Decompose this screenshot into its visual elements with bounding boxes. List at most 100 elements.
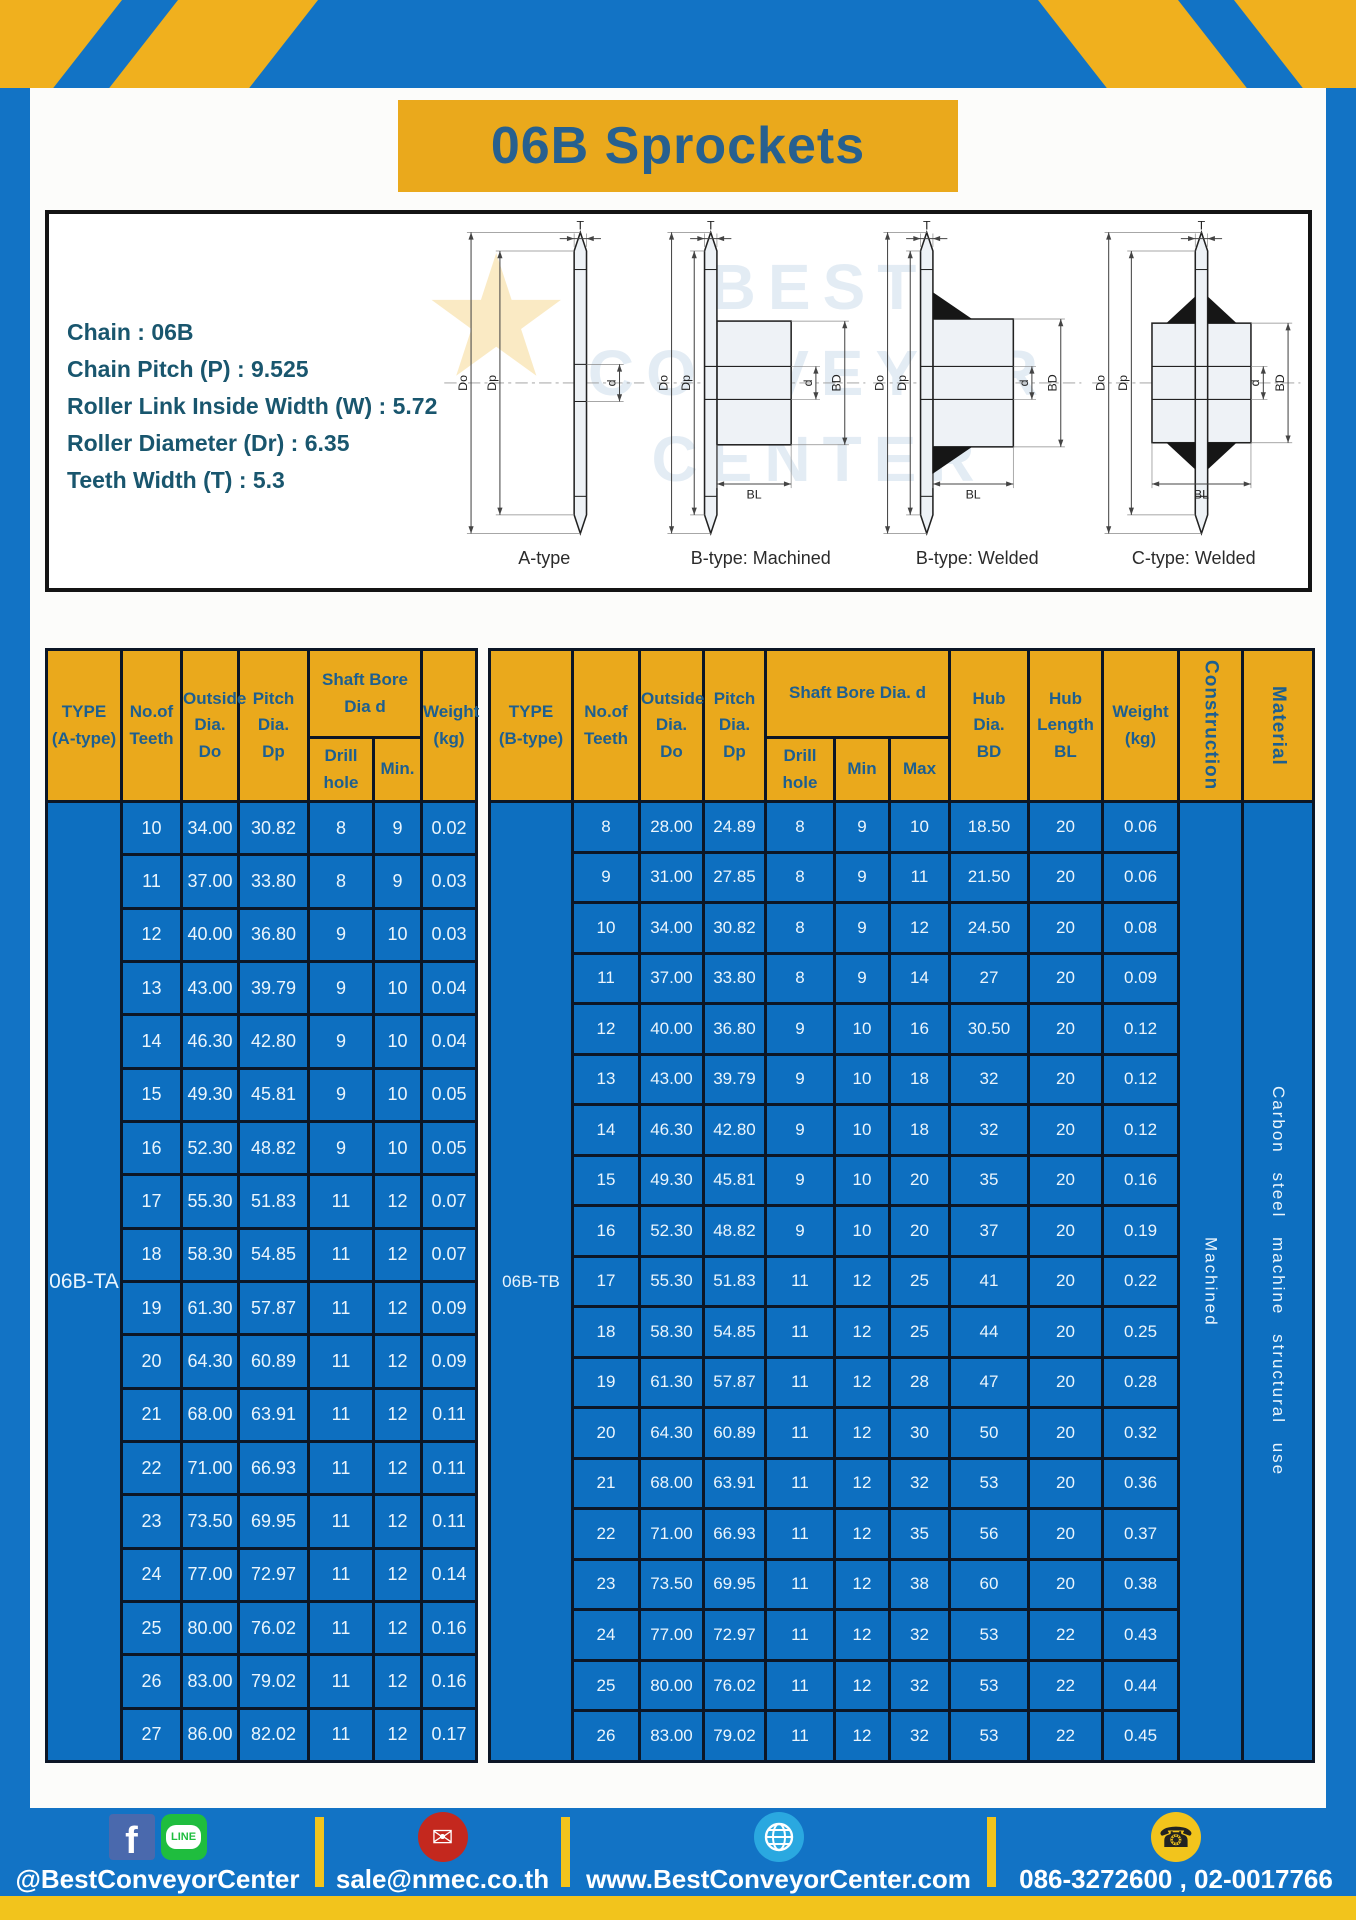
table-cell: 16 (571, 1204, 641, 1258)
table-cell: 26 (571, 1709, 641, 1763)
table-cell: 73.50 (180, 1493, 240, 1550)
table-row: 27 86.00 82.02 11 12 0.17 (47, 1706, 478, 1764)
table-cell: 33.80 (237, 853, 310, 910)
svg-text:BL: BL (746, 487, 761, 501)
table-cell: 0.28 (1101, 1355, 1180, 1410)
table-row: 21 68.00 63.91 11 12 0.11 (47, 1386, 478, 1443)
table-cell: 83.00 (638, 1709, 705, 1763)
spec-line-roller-width: Roller Link Inside Width (W) : 5.72 (67, 393, 438, 419)
table-row: 12 40.00 36.80 9 10 16 30.50 20 0.12 (490, 1002, 1314, 1056)
table-cell: 36.80 (237, 906, 310, 963)
table-cell: 32 (888, 1456, 951, 1511)
phone-icon[interactable]: ☎ (1151, 1812, 1201, 1862)
website-link[interactable]: www.BestConveyorCenter.com (586, 1864, 971, 1894)
table-cell: 9 (833, 901, 891, 955)
table-cell: 23 (120, 1493, 183, 1550)
table-cell: 25 (888, 1254, 951, 1309)
figure-b-type-machined: Do Dp d BD BL T B-type: Machined (653, 220, 870, 584)
table-cell: 12 (833, 1507, 891, 1561)
table-cell: 12 (372, 1386, 423, 1443)
table-row: 15 49.30 45.81 9 10 20 35 20 0.16 (490, 1153, 1314, 1208)
yellow-stripe (1038, 0, 1247, 88)
table-cell: 11 (764, 1507, 836, 1561)
table-row: 22 71.00 66.93 11 12 35 56 20 0.37 (490, 1507, 1314, 1561)
facebook-icon[interactable]: f (108, 1814, 155, 1860)
svg-text:Dp: Dp (895, 375, 909, 391)
col-header-shaft-bore: Shaft Bore Dia d (307, 648, 423, 739)
table-row: 24 77.00 72.97 11 12 0.14 (47, 1546, 478, 1603)
table-cell: 48.82 (702, 1204, 767, 1258)
svg-text:Do: Do (456, 375, 470, 391)
type-label-a: 06B-TA (45, 800, 123, 1763)
footer-website: www.BestConveyorCenter.com (570, 1808, 987, 1896)
table-cell: 20 (1027, 1002, 1104, 1056)
table-cell: 12 (833, 1254, 891, 1309)
table-cell: 39.79 (702, 1052, 767, 1107)
table-cell: 0.05 (420, 1119, 478, 1177)
table-row: 26 83.00 79.02 11 12 32 53 22 0.45 (490, 1709, 1314, 1763)
table-cell: 42.80 (702, 1103, 767, 1157)
table-cell: 86.00 (180, 1706, 240, 1764)
table-cell: 20 (1027, 1254, 1104, 1309)
table-cell: 64.30 (638, 1406, 705, 1460)
content-area: 06B Sprockets ★ BEST CONVEYOR CENTER Cha… (30, 88, 1326, 1808)
table-cell: 16 (120, 1119, 183, 1177)
table-cell: 12 (372, 1439, 423, 1497)
spec-line-chain: Chain : 06B (67, 319, 194, 345)
table-cell: 24 (571, 1608, 641, 1662)
table-cell: 20 (1027, 850, 1104, 905)
social-handle[interactable]: @BestConveyorCenter (15, 1864, 300, 1894)
line-icon-label: LINE (165, 1825, 202, 1849)
table-cell: 30.50 (948, 1002, 1030, 1056)
table-cell: 0.12 (1101, 1052, 1180, 1107)
table-cell: 12 (372, 1653, 423, 1710)
table-cell: 30.82 (237, 799, 310, 857)
table-cell: 14 (571, 1103, 641, 1157)
table-row: 11 37.00 33.80 8 9 0.03 (47, 853, 478, 910)
table-cell: 12 (372, 1493, 423, 1550)
table-cell: 12 (372, 1546, 423, 1603)
table-cell: 49.30 (638, 1153, 705, 1208)
table-cell: 15 (571, 1153, 641, 1208)
table-cell: 24 (120, 1546, 183, 1603)
table-cell: 0.37 (1101, 1507, 1180, 1561)
table-cell: 66.93 (702, 1507, 767, 1561)
table-cell: 0.14 (420, 1546, 478, 1603)
table-cell: 18 (888, 1052, 951, 1107)
col-header-weight: Weight (kg) (420, 648, 479, 803)
table-cell: 20 (1027, 1103, 1104, 1157)
table-cell: 0.04 (420, 959, 478, 1017)
table-cell: 11 (764, 1709, 836, 1763)
table-cell: 39.79 (237, 959, 310, 1017)
table-cell: 12 (833, 1406, 891, 1460)
table-cell: 0.38 (1101, 1557, 1180, 1612)
table-cell: 9 (307, 906, 375, 963)
figure-c-type-welded: Do Dp d BD BL T C-type: Welded (1086, 220, 1303, 584)
table-cell: 20 (1027, 1557, 1104, 1612)
table-cell: 10 (833, 1153, 891, 1208)
table-cell: 0.04 (420, 1013, 478, 1070)
table-b-body: 06B-TB 8 28.00 24.89 8 9 10 18.50 20 0.06 Machined… (488, 800, 1315, 1763)
table-row: 9 31.00 27.85 8 9 11 21.50 20 0.06 (490, 850, 1314, 905)
table-cell: 63.91 (237, 1386, 310, 1443)
email-link[interactable]: sale@nmec.co.th (335, 1864, 550, 1894)
table-row: 25 80.00 76.02 11 12 32 53 22 0.44 (490, 1658, 1314, 1713)
table-cell: 10 (372, 1119, 423, 1177)
table-cell: 0.09 (420, 1279, 478, 1337)
table-cell: 12 (372, 1279, 423, 1337)
table-cell: 69.95 (702, 1557, 767, 1612)
table-row: 20 64.30 60.89 11 12 30 50 20 0.32 (490, 1406, 1314, 1460)
mail-icon[interactable]: ✉ (417, 1812, 468, 1862)
figure-a-type: Do Dp d T A-type (436, 220, 653, 584)
table-cell: 49.30 (180, 1066, 240, 1123)
svg-text:Dp: Dp (485, 375, 499, 391)
table-cell: 82.02 (237, 1706, 310, 1764)
table-cell: 37 (948, 1204, 1030, 1258)
line-icon[interactable]: LINE (160, 1814, 207, 1860)
table-cell: 18 (571, 1305, 641, 1359)
svg-text:Do: Do (656, 375, 670, 391)
svg-text:d: d (800, 379, 814, 386)
table-cell: 32 (888, 1658, 951, 1713)
globe-icon[interactable] (753, 1812, 804, 1862)
phone-numbers[interactable]: 086-3272600 , 02-0017766 (1019, 1864, 1333, 1894)
